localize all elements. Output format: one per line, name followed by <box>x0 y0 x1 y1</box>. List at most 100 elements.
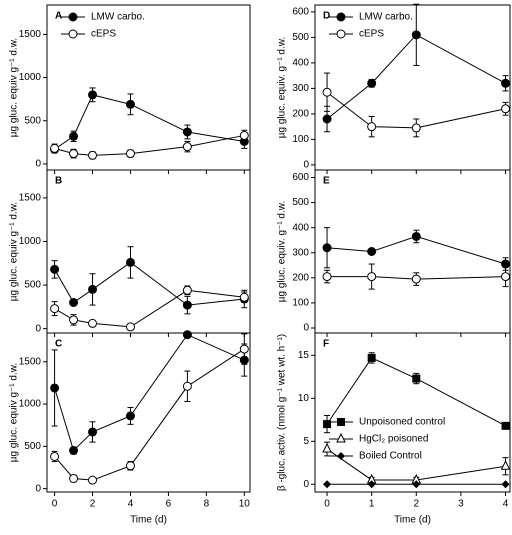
marker <box>239 130 249 140</box>
marker <box>322 87 332 97</box>
marker <box>336 29 346 39</box>
plot-frame <box>314 4 511 171</box>
data-line <box>54 348 245 481</box>
marker <box>88 318 98 328</box>
marker <box>50 451 60 461</box>
marker <box>337 418 345 426</box>
x-tick-label: 2 <box>90 499 96 510</box>
plot-frame <box>46 169 251 334</box>
y-tick-label: 200 <box>292 272 309 283</box>
y-tick-label: 600 <box>292 7 309 18</box>
x-tick-label: 4 <box>128 499 134 510</box>
marker <box>50 304 60 314</box>
y-tick-label: 0 <box>35 159 41 170</box>
marker <box>501 78 511 88</box>
y-tick-label: 0 <box>35 483 41 494</box>
marker <box>336 432 346 443</box>
marker <box>367 272 377 282</box>
marker <box>501 480 510 489</box>
data-line <box>54 134 245 156</box>
y-tick-label: 1000 <box>19 236 42 247</box>
x-tick-label: 10 <box>239 499 251 510</box>
y-tick-label: 10 <box>298 393 310 404</box>
panel-label: B <box>55 176 62 187</box>
y-tick-label: 500 <box>292 197 309 208</box>
data-line <box>326 448 506 481</box>
y-tick-label: 200 <box>292 109 309 120</box>
legend-label: cEPS <box>91 29 116 40</box>
marker <box>411 274 421 284</box>
marker <box>337 452 345 460</box>
y-tick-label: 100 <box>292 298 309 309</box>
marker <box>500 460 511 470</box>
y-tick-label: 300 <box>292 83 309 94</box>
y-tick-label: 0 <box>303 479 309 490</box>
marker <box>125 411 135 421</box>
marker <box>68 29 78 39</box>
marker <box>50 264 60 274</box>
x-tick-label: 3 <box>458 499 464 510</box>
y-tick-label: 15 <box>298 350 310 361</box>
marker <box>88 90 98 100</box>
y-tick-label: 600 <box>292 172 309 183</box>
panel-label: E <box>323 176 330 187</box>
marker <box>501 421 510 430</box>
marker <box>69 297 79 307</box>
legend-label: Boiled Control <box>359 451 422 462</box>
data-line <box>326 91 506 129</box>
panel: D 0 100 200 300 400 500 600 µg gluc. equiv. g⁻¹ … <box>277 3 511 174</box>
data-line <box>326 34 506 120</box>
legend-label: cEPS <box>359 29 384 40</box>
marker <box>50 383 60 393</box>
marker <box>182 330 192 340</box>
panel: C 0 500 1000 1500 0 2 4 6 8 10 Time (d) µg gluc. equ… <box>9 330 251 526</box>
y-axis-label: µg gluc. equiv. g⁻¹ d.w. <box>277 201 288 302</box>
plot-frame <box>314 169 511 334</box>
marker <box>411 30 421 40</box>
x-axis-label: Time (d) <box>130 515 167 526</box>
plot-frame <box>46 332 251 493</box>
marker <box>322 243 332 253</box>
y-tick-label: 1000 <box>19 72 42 83</box>
legend-label: LMW carbo. <box>91 12 145 23</box>
marker <box>411 231 421 241</box>
marker <box>323 420 332 429</box>
marker <box>367 247 377 256</box>
marker <box>50 143 60 153</box>
marker <box>69 446 79 456</box>
marker <box>322 114 332 124</box>
panel: E 0 100 200 300 400 500 600 µg gluc. equiv. g⁻¹ … <box>277 169 511 337</box>
marker <box>411 123 421 133</box>
marker <box>322 272 332 282</box>
y-tick-label: 1500 <box>19 356 42 367</box>
y-axis-label: µg gluc. equiv g⁻¹ d.w. <box>9 202 20 301</box>
x-tick-label: 8 <box>204 499 210 510</box>
panel-label: D <box>323 11 330 22</box>
marker <box>367 78 377 88</box>
data-line <box>327 235 506 265</box>
y-axis-label: µg gluc. equiv g⁻¹ d.w. <box>9 363 20 462</box>
marker <box>69 149 79 159</box>
marker <box>239 344 249 354</box>
marker <box>69 315 79 325</box>
marker <box>68 12 78 22</box>
marker <box>182 381 192 391</box>
marker <box>367 122 377 132</box>
marker <box>125 257 135 267</box>
y-tick-label: 1500 <box>19 193 42 204</box>
x-tick-label: 0 <box>324 499 330 510</box>
marker <box>412 374 421 383</box>
marker <box>412 480 421 489</box>
marker <box>125 461 135 471</box>
y-tick-label: 500 <box>24 280 41 291</box>
legend-label: HgCl₂ poisoned <box>359 434 428 445</box>
legend-label: LMW carbo. <box>359 12 413 23</box>
marker <box>88 284 98 294</box>
marker <box>367 353 376 362</box>
x-tick-label: 0 <box>52 499 58 510</box>
marker <box>125 99 135 109</box>
x-tick-label: 2 <box>414 499 420 510</box>
